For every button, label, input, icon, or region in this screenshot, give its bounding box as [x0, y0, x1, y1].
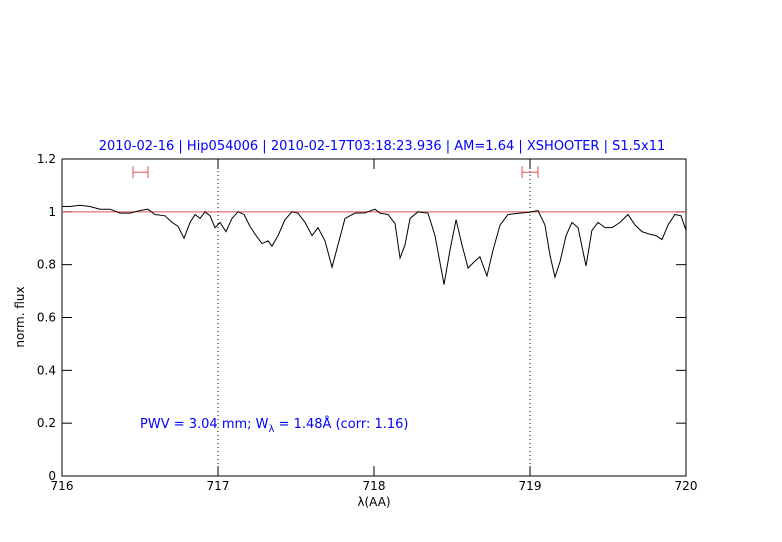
y-tick-label: 0.8 — [37, 258, 56, 272]
annotation-subscript: λ — [269, 424, 275, 435]
y-tick-label: 1 — [48, 205, 56, 219]
annotation-text: PWV = 3.04 mm; W — [140, 417, 269, 432]
x-tick-label: 720 — [675, 479, 698, 493]
y-tick-label: 1.2 — [37, 152, 56, 166]
x-tick-label: 719 — [519, 479, 542, 493]
y-tick-label: 0 — [48, 469, 56, 483]
annotation-text: = 1.48Å (corr: 1.16) — [274, 416, 408, 432]
y-tick-label: 0.4 — [37, 363, 56, 377]
y-axis-label: norm. flux — [13, 286, 27, 347]
annotation: PWV = 3.04 mm; Wλ = 1.48Å (corr: 1.16) — [140, 416, 409, 435]
x-tick-label: 717 — [207, 479, 230, 493]
y-tick-label: 0.6 — [37, 311, 56, 325]
y-tick-label: 0.2 — [37, 416, 56, 430]
x-tick-label: 718 — [363, 479, 386, 493]
x-axis-label: λ(AA) — [357, 495, 390, 509]
x-tick-label: 716 — [51, 479, 74, 493]
spectrum-line — [62, 204, 687, 285]
chart-title: 2010-02-16 | Hip054006 | 2010-02-17T03:1… — [99, 139, 666, 154]
